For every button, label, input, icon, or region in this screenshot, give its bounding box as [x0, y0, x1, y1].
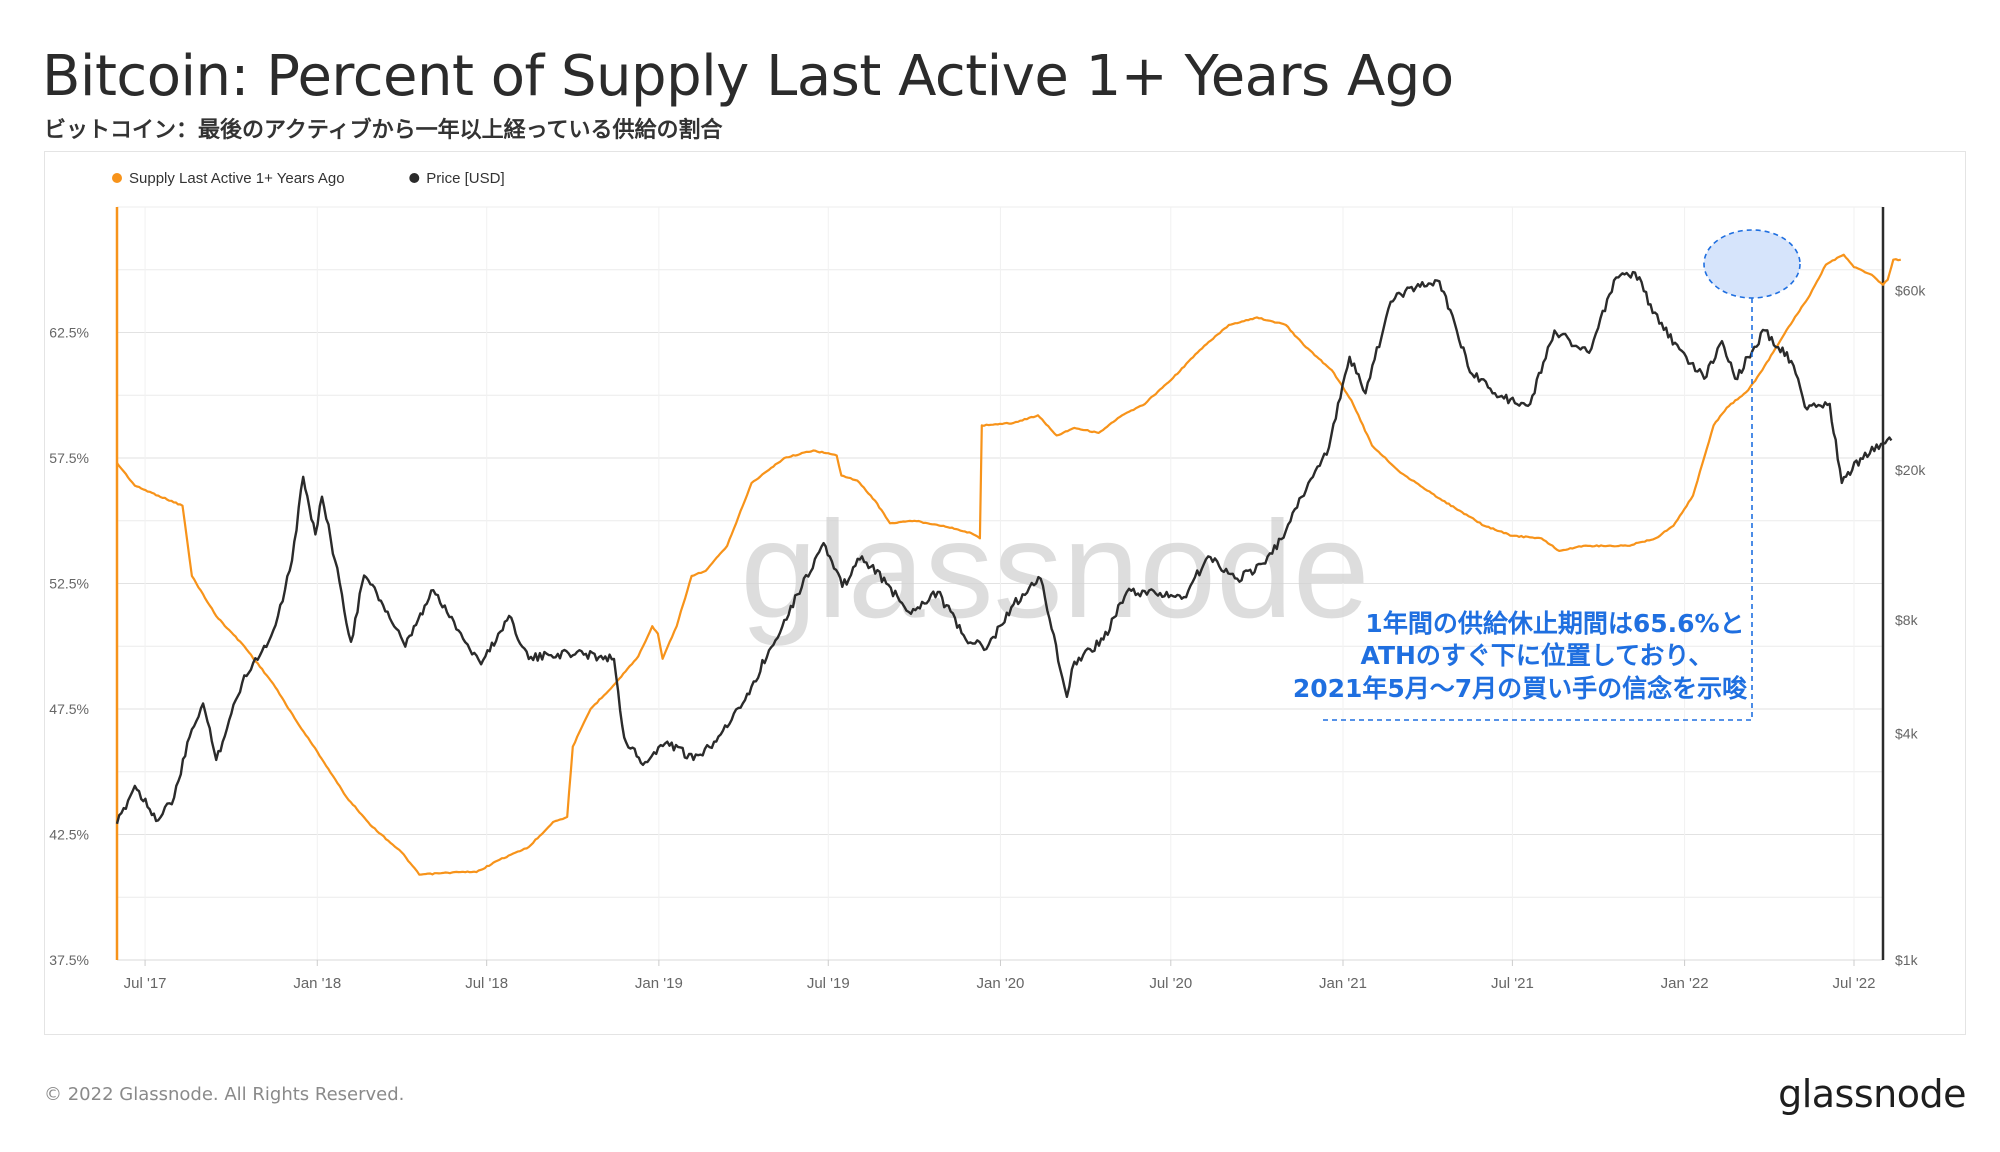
- x-tick-label: Jul '21: [1491, 975, 1534, 992]
- price-series-line: [115, 270, 1893, 825]
- legend-price-marker: [409, 173, 420, 183]
- y-left-tick-label: 42.5%: [49, 827, 89, 843]
- highlight-ellipse: [1703, 229, 1801, 299]
- x-tick-label: Jan '18: [293, 975, 341, 992]
- x-tick-label: Jul '20: [1149, 975, 1192, 992]
- page-title: Bitcoin: Percent of Supply Last Active 1…: [42, 44, 1454, 109]
- x-tick-label: Jul '19: [807, 975, 850, 992]
- supply-series-line: [116, 253, 1902, 876]
- x-tick-label: Jan '19: [635, 975, 683, 992]
- y-left-tick-label: 52.5%: [49, 576, 89, 592]
- annotation: 1年間の供給休止期間は65.6%と ATHのすぐ下に位置しており、 2021年5月〜…: [1293, 229, 1801, 721]
- y-left-tick-label: 47.5%: [49, 701, 89, 717]
- brand-logo: glassnode: [1778, 1072, 1966, 1116]
- legend: Supply Last Active 1+ Years Ago Price [US…: [112, 170, 505, 187]
- y-right-tick-label: $60k: [1895, 283, 1926, 299]
- y-right-tick-label: $4k: [1895, 725, 1919, 741]
- legend-price-label: Price [USD]: [426, 170, 504, 187]
- annotation-text-line: ATHのすぐ下に位置しており、: [1361, 641, 1714, 670]
- page-subtitle: ビットコイン：最後のアクティブから一年以上経っている供給の割合: [44, 118, 723, 143]
- chart-panel: glassnode 37.5% 42.5% 47.5% 52.5% 57.5% 62.5%…: [44, 151, 1966, 1035]
- y-right-tick-label: $1k: [1895, 952, 1919, 968]
- y-left-tick-label: 62.5%: [49, 325, 89, 341]
- y-left-tick-label: 37.5%: [49, 952, 89, 968]
- x-tick-label: Jan '21: [1319, 975, 1367, 992]
- x-tick-label: Jul '18: [465, 975, 508, 992]
- legend-supply-label: Supply Last Active 1+ Years Ago: [129, 170, 345, 187]
- copyright-footer: © 2022 Glassnode. All Rights Reserved.: [44, 1084, 405, 1105]
- x-tick-label: Jul '17: [124, 975, 167, 992]
- series-layer: [115, 253, 1902, 876]
- x-tick-label: Jul '22: [1833, 975, 1876, 992]
- annotation-text-line: 2021年5月〜7月の買い手の信念を示唆: [1293, 674, 1748, 703]
- y-right-tick-label: $20k: [1895, 462, 1926, 478]
- y-right-tick-label: $8k: [1895, 612, 1919, 628]
- y-left-tick-label: 57.5%: [49, 450, 89, 466]
- legend-supply-marker: [112, 173, 122, 183]
- x-tick-label: Jan '20: [977, 975, 1025, 992]
- chart-svg: glassnode 37.5% 42.5% 47.5% 52.5% 57.5% 62.5%…: [49, 170, 1926, 992]
- x-tick-label: Jan '22: [1661, 975, 1709, 992]
- watermark: glassnode: [740, 493, 1369, 647]
- ticks-layer: 37.5% 42.5% 47.5% 52.5% 57.5% 62.5% $1k $4k $8k $…: [49, 283, 1926, 992]
- annotation-text-line: 1年間の供給休止期間は65.6%と: [1365, 609, 1744, 638]
